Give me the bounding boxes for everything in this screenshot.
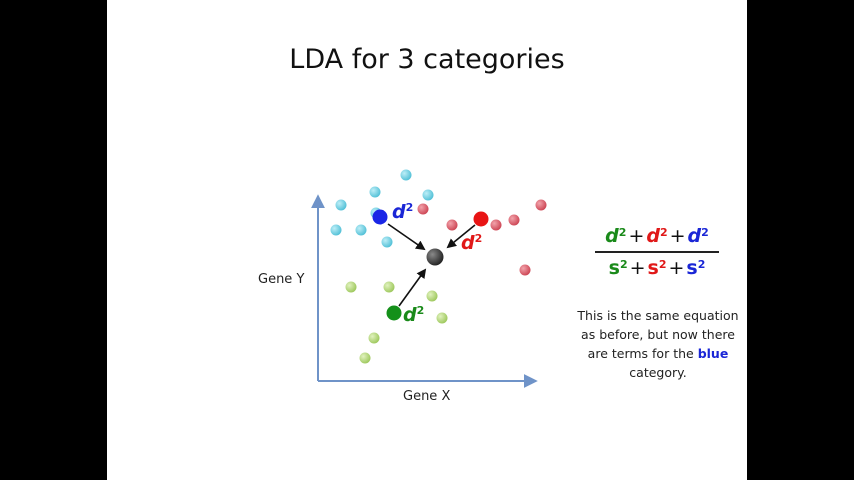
slide-title: LDA for 3 categories [289,44,565,75]
green-point [359,352,371,364]
cyan-point [335,199,347,211]
scatter-plot [311,169,547,388]
cyan-point [422,189,434,201]
green-point [383,281,395,293]
cyan-point [381,236,393,248]
red-point [519,264,531,276]
green-distance-label: d2 [403,304,425,326]
fraction-bar [595,251,719,253]
denominator-term-blue: s2 [686,257,706,279]
x-axis-label: Gene X [403,389,451,404]
red-point [417,203,429,215]
green-point [368,332,380,344]
red-point [490,219,502,231]
cyan-point [355,224,367,236]
blue-distance-label: d2 [392,201,414,223]
formula-operator: + [669,225,686,247]
note-text-end: category. [629,365,687,380]
green-centroid [386,305,402,321]
note-text: This is the same equation as before, but… [577,308,739,361]
denominator-term-red: s2 [647,257,667,279]
green-point [436,312,448,324]
red-points [417,199,547,276]
red-point [535,199,547,211]
red-distance-label: d2 [461,232,483,254]
denominator-term-green: s2 [608,257,628,279]
cyan-point [330,224,342,236]
red-distance-arrow [446,224,476,249]
formula-operator: + [628,225,645,247]
numerator-term-red: d2 [646,225,668,247]
green-points [345,281,448,364]
numerator-term-green: d2 [605,225,627,247]
blue-distance-arrow [387,223,426,251]
red-point [508,214,520,226]
fraction-numerator: d2 + d2 + d2 [595,223,719,249]
slide: LDA for 3 categories [107,0,747,480]
formula-operator: + [668,257,685,279]
fraction-denominator: s2 + s2 + s2 [595,255,719,281]
green-distance-arrow [398,268,427,307]
cyan-point [400,169,412,181]
formula-operator: + [629,257,646,279]
overall-centroid [426,248,444,266]
blue-centroid [372,209,388,225]
explanation-note: This is the same equation as before, but… [573,306,743,382]
green-point [345,281,357,293]
lda-fraction: d2 + d2 + d2 s2 + s2 + s2 [595,223,719,281]
green-point [426,290,438,302]
red-point [446,219,458,231]
numerator-term-blue: d2 [687,225,709,247]
y-axis-label: Gene Y [258,272,305,287]
cyan-point [369,186,381,198]
red-centroid [473,211,489,227]
note-keyword: blue [697,346,729,361]
